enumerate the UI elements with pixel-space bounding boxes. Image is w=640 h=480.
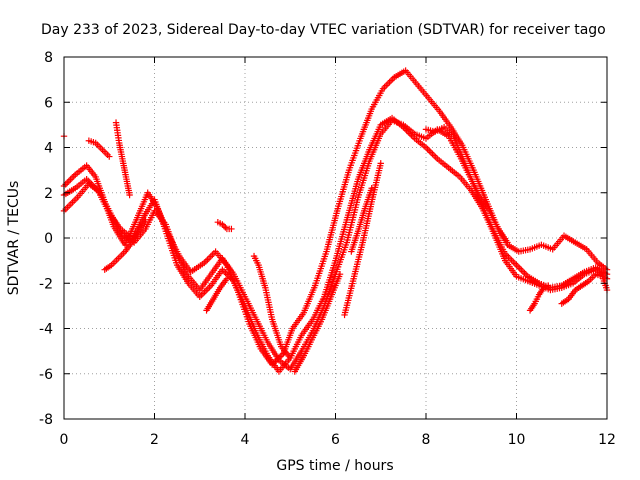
data-point bbox=[126, 191, 133, 199]
data-point bbox=[220, 222, 228, 230]
data-points bbox=[60, 67, 611, 375]
data-point bbox=[377, 160, 384, 167]
data-point bbox=[106, 153, 113, 160]
x-tick-label: 4 bbox=[241, 432, 250, 448]
data-point bbox=[287, 354, 294, 362]
axis-ticks: 0 2 4 6 8 10 12 -8 -6 -4 -2 0 2 4 6 8 bbox=[39, 50, 616, 448]
y-tick-label: 4 bbox=[44, 141, 53, 157]
x-tick-label: 12 bbox=[598, 432, 616, 448]
x-tick-label: 8 bbox=[422, 432, 431, 448]
data-point bbox=[228, 225, 235, 233]
x-axis-label: GPS time / hours bbox=[276, 458, 393, 474]
data-point bbox=[223, 275, 231, 282]
y-tick-label: -8 bbox=[39, 412, 53, 428]
data-point bbox=[504, 239, 511, 246]
data-point bbox=[219, 221, 226, 228]
y-tick-label: 2 bbox=[44, 186, 53, 202]
y-tick-label: 6 bbox=[44, 95, 53, 111]
grid-lines bbox=[64, 57, 607, 419]
y-tick-label: -2 bbox=[39, 276, 53, 292]
data-point bbox=[222, 224, 229, 231]
y-tick-label: 0 bbox=[44, 231, 53, 247]
x-tick-label: 10 bbox=[508, 432, 526, 448]
y-tick-label: 8 bbox=[44, 50, 53, 66]
data-point bbox=[142, 216, 149, 224]
data-point bbox=[544, 282, 552, 289]
chart-title: Day 233 of 2023, Sidereal Day-to-day VTE… bbox=[41, 22, 606, 38]
y-tick-label: -6 bbox=[39, 367, 53, 383]
data-point bbox=[336, 271, 344, 278]
y-tick-label: -4 bbox=[39, 322, 53, 338]
y-axis-label: SDTVAR / TECUs bbox=[6, 181, 22, 296]
data-point bbox=[368, 185, 375, 192]
x-tick-label: 6 bbox=[331, 432, 340, 448]
x-tick-label: 0 bbox=[60, 432, 69, 448]
x-tick-label: 2 bbox=[150, 432, 159, 448]
